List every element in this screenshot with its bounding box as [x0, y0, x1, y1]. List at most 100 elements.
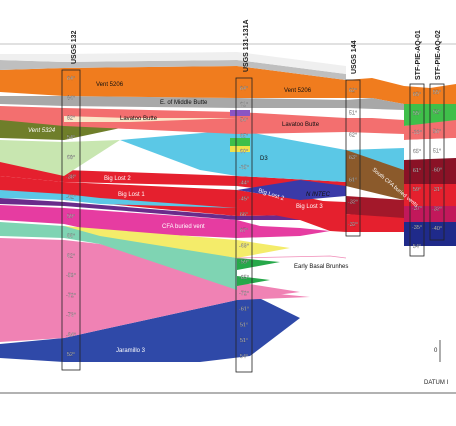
- layer-south-cfa-vents: [346, 150, 404, 200]
- well-column-usgs-131: [235, 77, 253, 373]
- layer-vent-5206: [0, 66, 346, 98]
- layer-sliver-yellow: [230, 146, 250, 152]
- layer-pale: [64, 116, 237, 122]
- unit-label-vent-5324: Vent 5324: [28, 128, 56, 134]
- well-name-stf-02: STF-PIE-AQ-02: [435, 30, 442, 80]
- inclination-value: 84°: [67, 96, 75, 102]
- scale-tick-label: 0: [434, 348, 438, 354]
- layer-right-pink: [346, 118, 404, 134]
- layer-middle-butte: [0, 96, 346, 108]
- inclination-value: 62°: [349, 133, 357, 139]
- unit-label-lavatoo-b: Lavatoo Butte: [282, 122, 320, 128]
- inclination-value: 55°: [433, 90, 441, 96]
- unit-label-middle-butte: E. of Middle Butte: [160, 100, 208, 106]
- datum-label: DATUM I: [424, 380, 449, 386]
- inclination-value: -59°: [66, 273, 76, 279]
- inclination-value: 59°: [67, 214, 75, 220]
- inclination-value: 51°: [240, 322, 248, 328]
- inclination-value: -64°: [66, 332, 76, 338]
- inclination-value: 66°: [67, 234, 75, 240]
- layer-early-basal-brunhes: [0, 222, 237, 290]
- inclination-value: -45°: [239, 196, 249, 202]
- well-name-usgs-144: USGS 144: [351, 40, 358, 74]
- inclination-value: 54°: [413, 244, 421, 250]
- inclination-value: 61°: [349, 177, 357, 183]
- inclination-value: 65°: [413, 92, 421, 98]
- inclination-value: 67°: [240, 228, 248, 234]
- inclination-value: 63°: [349, 155, 357, 161]
- inclination-value: 54°: [240, 354, 248, 360]
- inclination-value: 65°: [413, 149, 421, 155]
- layer-right-orange: [346, 78, 404, 104]
- inclination-value: -73°: [66, 313, 76, 319]
- unit-label-big-lost-2-a: Big Lost 2: [104, 176, 131, 182]
- inclination-value: 54°: [67, 135, 75, 141]
- well-column-usgs-144: [345, 79, 361, 237]
- layer-big-lost-3: [237, 196, 346, 232]
- inclination-value: -42°: [66, 194, 76, 200]
- layer-right-darkred: [346, 196, 404, 220]
- layer-light-green: [0, 140, 120, 176]
- well-name-stf-01: STF-PIE-AQ-01: [415, 30, 422, 80]
- well-name-usgs-131: USGS 131-131A: [243, 19, 250, 72]
- unit-label-cfa-buried-vent: CFA buried vent: [162, 224, 205, 230]
- inclination-value: 64°: [67, 76, 75, 82]
- layer-sliver-purple: [230, 110, 250, 116]
- layers: [0, 52, 456, 362]
- inclination-value: 52°: [67, 352, 75, 358]
- inclination-value: 65°: [240, 133, 248, 139]
- layer-d3: [120, 130, 346, 182]
- layer-cfa-buried-vent: [0, 205, 330, 238]
- inclination-value: 56°: [433, 129, 441, 135]
- inclination-value: -40°: [432, 226, 442, 232]
- inclination-value: -44°: [239, 181, 249, 187]
- layer-sliver-green: [230, 138, 250, 146]
- well-column-stf-01: [409, 83, 425, 257]
- well-values: 64° 84° 82° 54° 68° -38° -42° 59° 66° 62° -59° -72°…: [66, 76, 442, 360]
- layer-upper-grey: [0, 60, 346, 80]
- layer-green-a: [237, 258, 280, 270]
- unit-label-big-lost-1: Big Lost 1: [118, 192, 145, 198]
- inclination-value: 54°: [240, 118, 248, 124]
- inclination-value: -38°: [66, 175, 76, 181]
- well-column-usgs-132: [61, 69, 81, 371]
- inclination-value: 61°: [413, 168, 421, 174]
- inclination-value: 55°: [413, 111, 421, 117]
- unit-label-n-intec: N INTEC: [306, 192, 331, 198]
- inclination-value: 64°: [240, 86, 248, 92]
- inclination-value: -37°: [412, 206, 422, 212]
- unit-label-big-lost-3: Big Lost 3: [296, 204, 323, 210]
- inclination-value: -35°: [239, 165, 249, 171]
- well-name-usgs-132: USGS 132: [71, 30, 78, 64]
- inclination-value: -60°: [432, 168, 442, 174]
- layer-vent-5324: [0, 118, 130, 140]
- inclination-value: -61°: [239, 307, 249, 313]
- inclination-value: 51°: [240, 338, 248, 344]
- layer-upper-white: [0, 52, 346, 74]
- layer-jaramillo-3: [0, 296, 300, 362]
- inclination-value: -65°: [239, 275, 249, 281]
- well-column-stf-02: [429, 83, 445, 241]
- inclination-value: -72°: [239, 291, 249, 297]
- unit-label-vent-5206-a: Vent 5206: [96, 82, 124, 88]
- layer-pink-small: [237, 290, 310, 300]
- inclination-value: 66°: [240, 212, 248, 218]
- layer-right-red: [346, 214, 404, 232]
- inclination-value: -31°: [432, 187, 442, 193]
- unit-label-early-brunhes: Early Basal Brunhes: [294, 264, 348, 270]
- layer-n-intec: [237, 180, 346, 200]
- inclination-value: -32°: [348, 222, 358, 228]
- unit-label-vent-5206-b: Vent 5206: [284, 88, 312, 94]
- unit-label-d3: D3: [260, 156, 268, 162]
- inclination-value: 62°: [349, 88, 357, 94]
- inclination-value: 82°: [67, 115, 75, 121]
- layer-light-blue: [0, 190, 237, 208]
- layer-right-grey: [346, 98, 404, 110]
- inclination-value: 51°: [433, 148, 441, 154]
- inclination-value: -35°: [412, 225, 422, 231]
- brunhes-leader: [236, 255, 347, 259]
- unit-label-jaramillo-3: Jaramillo 3: [116, 348, 146, 354]
- inclination-value: -69°: [239, 244, 249, 250]
- well-columns: [61, 69, 445, 373]
